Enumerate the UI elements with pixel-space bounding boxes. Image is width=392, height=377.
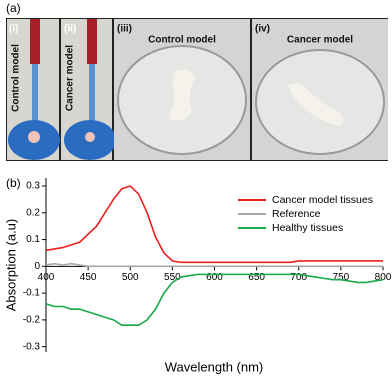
photo <box>114 19 250 160</box>
panel-label: (b) <box>6 176 21 190</box>
photo-label: (ii) <box>64 24 76 35</box>
y-tick-label: 0.1 <box>26 234 40 245</box>
photo-label: (iv) <box>255 24 270 35</box>
x-tick-label: 450 <box>80 272 97 283</box>
y-tick-label: 0.2 <box>26 207 40 218</box>
y-tick-label: -0.2 <box>23 315 41 326</box>
x-tick-label: 750 <box>333 272 350 283</box>
legend-label: Healthy tissues <box>272 222 343 234</box>
y-axis-label: Absorption (a.u) <box>3 219 18 312</box>
series-line <box>45 262 383 268</box>
legend-label: Cancer model tissues <box>272 194 373 206</box>
y-tick-label: -0.3 <box>23 341 41 352</box>
x-tick-label: 550 <box>164 272 181 283</box>
x-tick-label: 500 <box>122 272 139 283</box>
series-line <box>45 185 383 264</box>
x-tick-label: 700 <box>290 272 307 283</box>
x-tick-label: 800 <box>375 272 392 283</box>
y-tick-label: 0 <box>34 261 40 272</box>
photo <box>61 19 116 160</box>
y-tick-label: 0.3 <box>26 181 40 192</box>
x-axis-label: Wavelength (nm) <box>165 359 264 374</box>
x-tick-label: 650 <box>248 272 265 283</box>
x-tick-label: 600 <box>206 272 223 283</box>
panel-label: (a) <box>6 1 21 15</box>
x-tick-label: 400 <box>38 272 55 283</box>
photo-caption: Control model <box>11 44 22 112</box>
photo-caption: Control model <box>148 35 216 46</box>
plot: -0.3 -0.2 -0.1 0 0.1 0.2 0.3 400 450 500 550 600 650… <box>23 178 392 352</box>
photo-caption: Cancer model <box>65 45 76 111</box>
photo-caption: Cancer model <box>287 35 353 46</box>
photo-label: (iii) <box>117 24 132 35</box>
legend-label: Reference <box>272 208 321 220</box>
photo <box>252 19 388 160</box>
series-line <box>45 273 384 327</box>
y-tick-label: -0.1 <box>23 288 41 299</box>
photo <box>7 19 60 160</box>
photo-label: (i) <box>9 24 18 35</box>
